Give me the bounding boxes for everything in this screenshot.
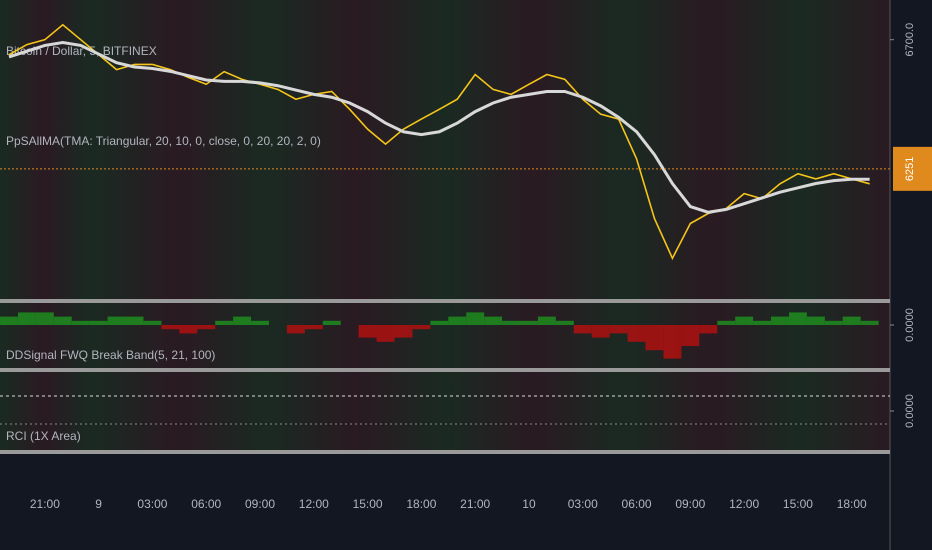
x-tick-label: 15:00 bbox=[353, 497, 383, 511]
bar bbox=[699, 325, 718, 334]
bar bbox=[681, 325, 700, 346]
x-tick-label: 06:00 bbox=[622, 497, 652, 511]
bar bbox=[860, 320, 879, 325]
last-price-box bbox=[893, 146, 932, 191]
price-line bbox=[8, 41, 870, 214]
x-tick-label: 18:00 bbox=[837, 497, 867, 511]
x-tick-label: 10 bbox=[522, 497, 536, 511]
bar bbox=[717, 320, 736, 325]
bar bbox=[35, 312, 54, 325]
bar bbox=[89, 320, 108, 325]
bar bbox=[143, 320, 162, 325]
bar bbox=[645, 325, 664, 351]
bar bbox=[376, 325, 395, 342]
bar bbox=[215, 320, 234, 325]
bar bbox=[484, 316, 503, 325]
x-tick-label: 12:00 bbox=[729, 497, 759, 511]
bar bbox=[53, 316, 72, 325]
y-tick-label: 0.0000 bbox=[904, 308, 916, 342]
bar bbox=[537, 316, 556, 325]
bar bbox=[573, 325, 592, 334]
bar bbox=[753, 320, 772, 325]
chart-title: Bitcoin / Dollar, 5, BITFINEX bbox=[6, 44, 157, 58]
bar bbox=[663, 325, 682, 359]
x-tick-label: 18:00 bbox=[406, 497, 436, 511]
x-tick-label: 21:00 bbox=[460, 497, 490, 511]
bar bbox=[448, 316, 467, 325]
last-price-label: 6251 bbox=[904, 157, 916, 181]
bar bbox=[286, 325, 305, 334]
bar bbox=[125, 316, 144, 325]
indicator-label: RCI (1X Area) bbox=[6, 429, 81, 443]
bar bbox=[17, 312, 36, 325]
bar bbox=[430, 320, 449, 325]
bar bbox=[466, 312, 485, 325]
separator bbox=[0, 299, 890, 303]
bar bbox=[412, 325, 431, 330]
background bbox=[0, 0, 890, 452]
indicator-label: DDSignal FWQ Break Band(5, 21, 100) bbox=[6, 348, 215, 362]
bar bbox=[771, 316, 789, 325]
bar bbox=[806, 316, 825, 325]
x-tick-label: 03:00 bbox=[568, 497, 598, 511]
x-tick-label: 09:00 bbox=[245, 497, 275, 511]
bar bbox=[520, 320, 538, 325]
bar bbox=[842, 316, 861, 325]
bar bbox=[358, 325, 377, 338]
bar bbox=[555, 320, 574, 325]
bar bbox=[71, 320, 90, 325]
bar bbox=[591, 325, 610, 338]
bar bbox=[824, 320, 843, 325]
x-tick-label: 03:00 bbox=[137, 497, 167, 511]
price-axis bbox=[890, 0, 932, 550]
indicator-label: PpSAllMA(TMA: Triangular, 20, 10, 0, clo… bbox=[6, 134, 321, 148]
bar bbox=[251, 320, 269, 325]
bar bbox=[197, 325, 216, 330]
bar bbox=[304, 325, 323, 330]
bar bbox=[0, 316, 18, 325]
x-tick-label: 12:00 bbox=[299, 497, 329, 511]
x-tick-label: 21:00 bbox=[30, 497, 60, 511]
x-tick-label: 15:00 bbox=[783, 497, 813, 511]
x-tick-label: 09:00 bbox=[675, 497, 705, 511]
bar bbox=[502, 320, 521, 325]
bar bbox=[161, 325, 180, 330]
x-tick-label: 06:00 bbox=[191, 497, 221, 511]
bar bbox=[394, 325, 413, 338]
bar bbox=[322, 320, 341, 325]
separator bbox=[0, 368, 890, 372]
bar bbox=[107, 316, 126, 325]
y-tick-label: 0.0000 bbox=[904, 394, 916, 428]
bar bbox=[788, 312, 807, 325]
y-tick-label: 6700.0 bbox=[904, 23, 916, 57]
bar bbox=[179, 325, 198, 334]
bar bbox=[609, 325, 628, 334]
bar bbox=[735, 316, 754, 325]
bar bbox=[233, 316, 252, 325]
separator bbox=[0, 450, 890, 454]
bar bbox=[627, 325, 646, 342]
x-tick-label: 9 bbox=[95, 497, 102, 511]
